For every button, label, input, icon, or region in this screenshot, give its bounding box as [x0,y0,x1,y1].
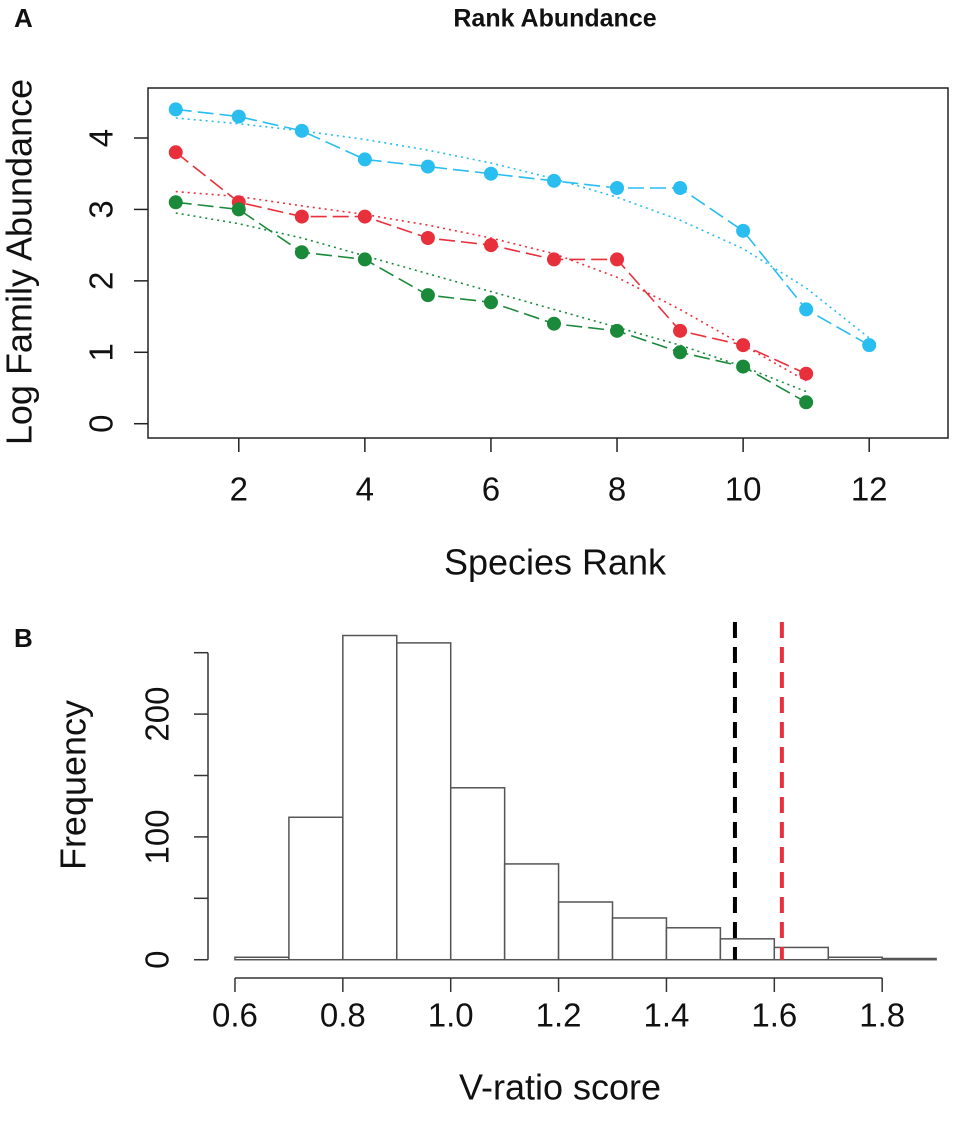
x-tick-label: 12 [851,471,888,508]
y-axis-label: Log Family Abundance [0,79,40,445]
point [799,302,814,317]
point [610,323,625,338]
bar [827,956,883,961]
panel-label: B [14,623,33,653]
bar [503,863,560,961]
series-line [175,151,807,375]
y-tick-label: 4 [83,129,120,147]
point [546,173,561,188]
bar [396,642,452,961]
point [168,145,183,160]
y-tick-label: 100 [139,809,176,864]
x-tick-label: 1.4 [644,997,690,1034]
x-tick-label: 1.6 [751,997,797,1034]
x-tick-label: 0.6 [212,997,258,1034]
point [610,252,625,267]
y-tick-label: 2 [83,272,120,290]
point [357,209,372,224]
x-tick-label: 1.8 [859,997,905,1034]
point [294,209,309,224]
y-tick-label: 1 [83,343,120,361]
point [357,252,372,267]
x-tick-label: 1.2 [536,997,582,1034]
point [294,245,309,260]
y-tick-label: 200 [139,687,176,742]
point [420,231,435,245]
bar [611,917,668,961]
fit-line [175,117,870,339]
fit-line [175,212,807,393]
x-tick-label: 6 [482,471,500,508]
x-tick-label: 1.0 [428,997,474,1034]
point [673,323,688,338]
x-tick-label: 2 [230,471,248,508]
bar [342,634,398,961]
series-line [175,108,870,346]
x-tick-label: 10 [725,471,762,508]
point [357,152,372,167]
point [483,295,498,310]
point [799,395,814,410]
bar [719,938,776,961]
x-tick-label: 4 [356,471,374,508]
x-tick-label: 8 [608,471,626,508]
bar [665,927,722,961]
x-axis-label: V-ratio score [459,1067,661,1108]
chart-title: Rank Abundance [453,5,656,33]
fit-line [175,190,807,382]
point [546,316,561,331]
point [231,109,246,124]
point [168,195,183,210]
x-tick-label: 0.8 [320,997,366,1034]
bar [234,956,290,961]
plot-frame [147,87,949,439]
point [483,166,498,181]
point [610,181,625,195]
point [483,238,498,253]
point [420,288,435,303]
y-tick-label: 0 [139,951,176,969]
bar [773,946,830,961]
panel-label: A [14,3,33,33]
point [673,345,688,360]
bar [288,816,344,961]
point [862,338,877,353]
x-axis-label: Species Rank [444,542,667,583]
bar [449,787,506,961]
point [673,181,688,195]
point [546,252,561,267]
point [231,202,246,217]
point [168,102,183,117]
bar [881,957,937,961]
point [736,223,751,238]
point [420,159,435,174]
y-axis-label: Frequency [53,700,94,870]
bar [557,901,614,961]
point [799,366,814,381]
y-tick-label: 0 [83,415,120,433]
y-tick-label: 3 [83,200,120,218]
